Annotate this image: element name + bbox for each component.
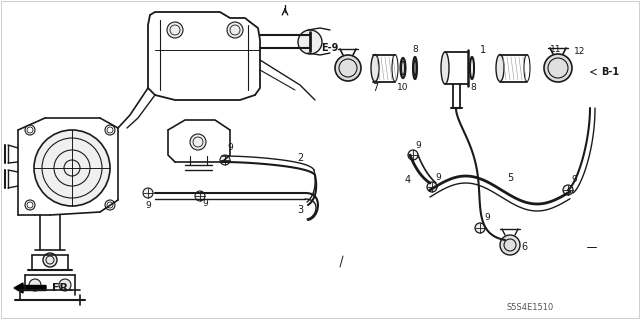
Text: S5S4E1510: S5S4E1510 bbox=[506, 303, 554, 313]
Circle shape bbox=[227, 22, 243, 38]
Text: 4: 4 bbox=[405, 175, 411, 185]
Circle shape bbox=[143, 188, 153, 198]
Text: 6: 6 bbox=[521, 242, 527, 252]
Text: 9: 9 bbox=[415, 140, 421, 150]
Circle shape bbox=[29, 279, 41, 291]
Ellipse shape bbox=[401, 58, 406, 78]
Text: 9: 9 bbox=[484, 213, 490, 222]
Text: 10: 10 bbox=[397, 84, 409, 93]
Circle shape bbox=[190, 134, 206, 150]
Text: FR.: FR. bbox=[52, 283, 72, 293]
Text: 1: 1 bbox=[480, 45, 486, 55]
Circle shape bbox=[167, 22, 183, 38]
Text: 9: 9 bbox=[145, 201, 151, 210]
Circle shape bbox=[298, 30, 322, 54]
Circle shape bbox=[335, 55, 361, 81]
Text: B-1: B-1 bbox=[601, 67, 619, 77]
Text: 11: 11 bbox=[550, 46, 562, 55]
Text: 12: 12 bbox=[574, 48, 586, 56]
Circle shape bbox=[563, 185, 573, 195]
Text: 8: 8 bbox=[412, 46, 418, 55]
Text: 7: 7 bbox=[372, 83, 378, 93]
Circle shape bbox=[59, 279, 71, 291]
Circle shape bbox=[34, 130, 110, 206]
Circle shape bbox=[195, 191, 205, 201]
Text: 9: 9 bbox=[435, 173, 441, 182]
Circle shape bbox=[220, 155, 230, 165]
Circle shape bbox=[544, 54, 572, 82]
Text: 9: 9 bbox=[571, 175, 577, 184]
Text: 9: 9 bbox=[227, 144, 233, 152]
Circle shape bbox=[43, 253, 57, 267]
Text: 9: 9 bbox=[202, 199, 208, 209]
Text: 2: 2 bbox=[297, 153, 303, 163]
Text: 5: 5 bbox=[507, 173, 513, 183]
Circle shape bbox=[500, 235, 520, 255]
Circle shape bbox=[427, 182, 437, 192]
Circle shape bbox=[475, 223, 485, 233]
Ellipse shape bbox=[441, 52, 449, 84]
Ellipse shape bbox=[414, 60, 416, 76]
Ellipse shape bbox=[401, 61, 404, 75]
Text: 3: 3 bbox=[297, 205, 303, 215]
Text: 8: 8 bbox=[470, 84, 476, 93]
Text: E-9: E-9 bbox=[321, 43, 338, 53]
FancyArrow shape bbox=[14, 283, 46, 293]
Ellipse shape bbox=[371, 55, 379, 81]
Ellipse shape bbox=[496, 55, 504, 81]
Circle shape bbox=[408, 150, 418, 160]
